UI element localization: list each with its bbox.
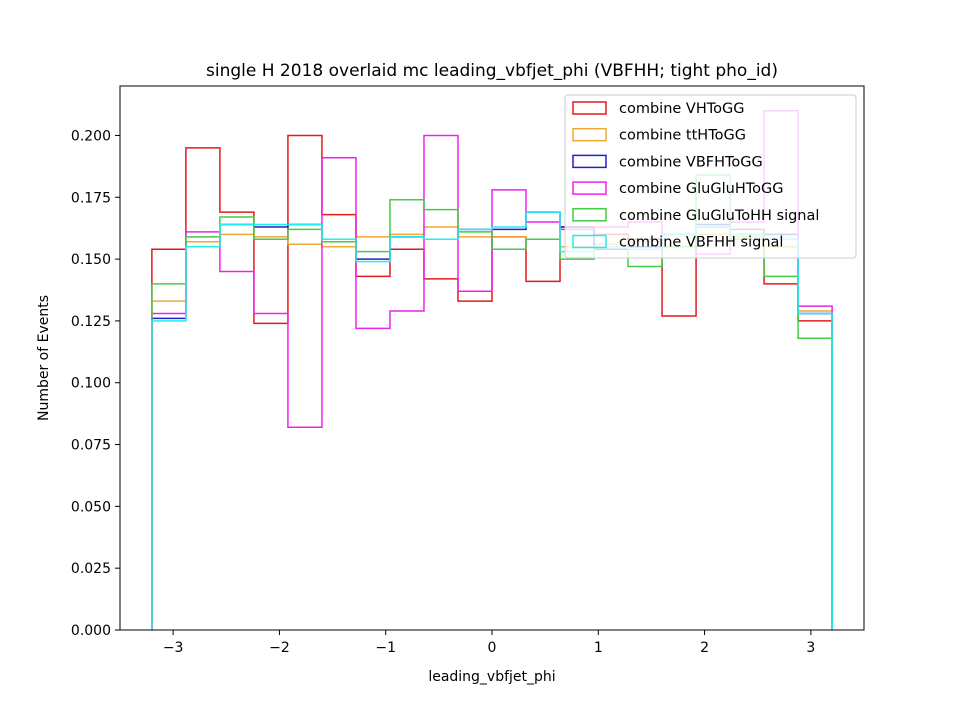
x-tick-label: −3 [163,640,184,656]
y-tick-label: 0.100 [71,376,111,392]
legend-entries: combine VHToGG combine ttHToGG combine VBF… [572,101,819,251]
legend-label: combine VBFHH signal [619,235,783,251]
y-tick-label: 0.000 [71,623,111,639]
y-tick-label: 0.150 [71,252,111,268]
y-axis-ticks: 0.000 0.025 0.050 0.075 0.100 0.125 0.150 0.175… [71,128,120,639]
legend-box [564,94,857,259]
y-tick-label: 0.075 [71,438,111,454]
x-tick-label: 2 [700,640,709,656]
y-axis-label: Number of Events [36,295,52,421]
legend-swatch [572,181,607,195]
chart-title: single H 2018 overlaid mc leading_vbfjet… [206,61,778,81]
x-tick-label: −2 [269,640,290,656]
legend-label: combine ttHToGG [619,128,746,144]
x-tick-label: 3 [806,640,815,656]
legend: combine VHToGG combine ttHToGG combine VBF… [564,94,857,259]
legend-swatch [572,127,607,142]
x-axis-ticks: −3 −2 −1 0 1 2 3 [163,630,815,656]
y-tick-label: 0.125 [71,314,111,330]
legend-label: combine GluGluHToGG [619,181,783,197]
legend-label: combine VBFHToGG [619,154,763,170]
legend-swatch [572,154,607,169]
y-tick-label: 0.175 [71,190,111,206]
legend-swatch [572,234,607,249]
legend-label: combine VHToGG [619,101,744,117]
x-tick-label: −1 [375,640,396,656]
legend-swatch [572,208,607,222]
y-tick-label: 0.025 [71,561,111,577]
legend-label: combine GluGluToHH signal [619,208,819,224]
y-tick-label: 0.200 [71,128,111,144]
legend-swatch [572,101,607,115]
x-tick-label: 1 [594,640,603,656]
y-tick-label: 0.050 [71,499,111,515]
x-tick-label: 0 [488,640,497,656]
x-axis-label: leading_vbfjet_phi [428,669,555,685]
